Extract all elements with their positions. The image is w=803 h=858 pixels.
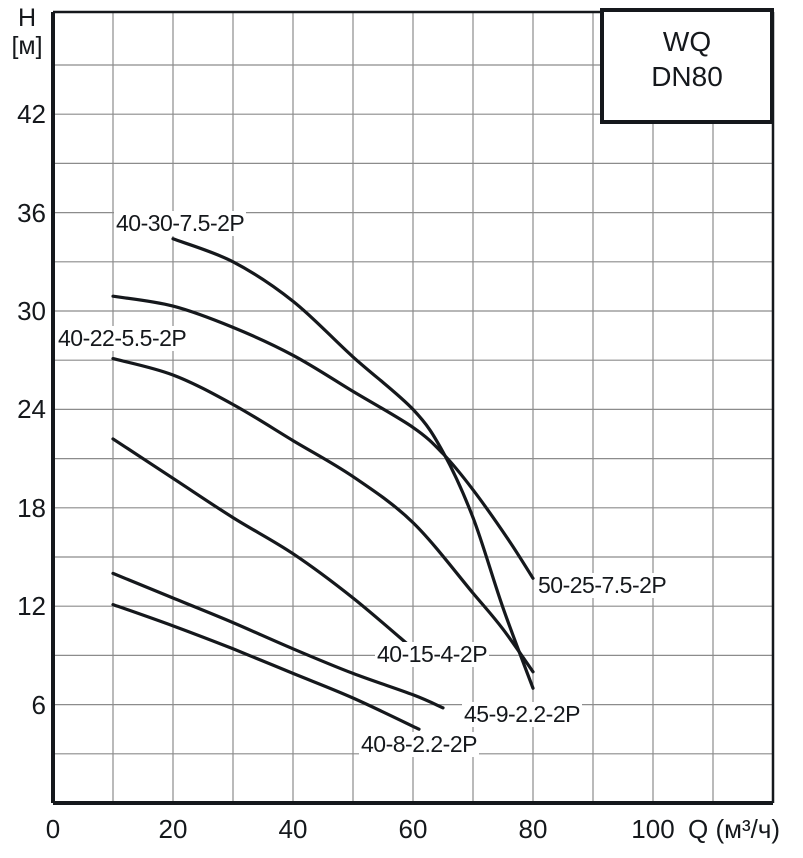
curve-label-50-25-7-5-2p: 50-25-7.5-2P <box>536 572 669 598</box>
y-axis-title: H [м] <box>4 4 50 60</box>
curve-40-30-7-5-2p <box>171 237 535 690</box>
curve-label-40-15-4-2p: 40-15-4-2P <box>375 641 490 667</box>
curve-label-40-22-5-5-2p: 40-22-5.5-2P <box>56 325 189 351</box>
y-tick-label: 12 <box>17 591 46 621</box>
y-axis-title-unit: [м] <box>11 32 43 60</box>
x-axis-unit-label: Q (м³/ч) <box>688 814 781 844</box>
y-tick-label: 18 <box>17 493 46 523</box>
y-tick-label: 42 <box>17 99 46 129</box>
pump-curves <box>111 237 535 731</box>
model-family-line1: WQ <box>662 26 712 57</box>
x-tick-label: 0 <box>45 814 61 844</box>
curve-40-15-4-2p <box>111 437 415 651</box>
curve-label-40-8-2-2-2p: 40-8-2.2-2P <box>359 731 479 757</box>
x-tick-label: 40 <box>278 814 308 844</box>
x-tick-label: 80 <box>518 814 548 844</box>
y-tick-label: 24 <box>17 394 46 424</box>
y-tick-label: 36 <box>17 198 46 228</box>
curve-40-8-2-2-2p <box>111 603 421 731</box>
y-tick-label: 6 <box>31 690 46 720</box>
curve-50-25-7-5-2p <box>111 294 535 580</box>
x-tick-label: 60 <box>398 814 428 844</box>
x-tick-label: 20 <box>158 814 188 844</box>
curve-40-22-5-5-2p <box>111 357 535 674</box>
y-tick-label: 30 <box>17 296 46 326</box>
curve-45-9-2-2-2p <box>111 571 445 710</box>
model-family-box: WQ DN80 <box>600 8 774 124</box>
curve-label-40-30-7-5-2p: 40-30-7.5-2P <box>114 210 247 236</box>
x-tick-label: 100 <box>631 814 675 844</box>
y-axis-title-symbol: H <box>17 4 37 32</box>
model-family-line2: DN80 <box>651 61 723 92</box>
curve-label-45-9-2-2-2p: 45-9-2.2-2P <box>462 701 582 727</box>
